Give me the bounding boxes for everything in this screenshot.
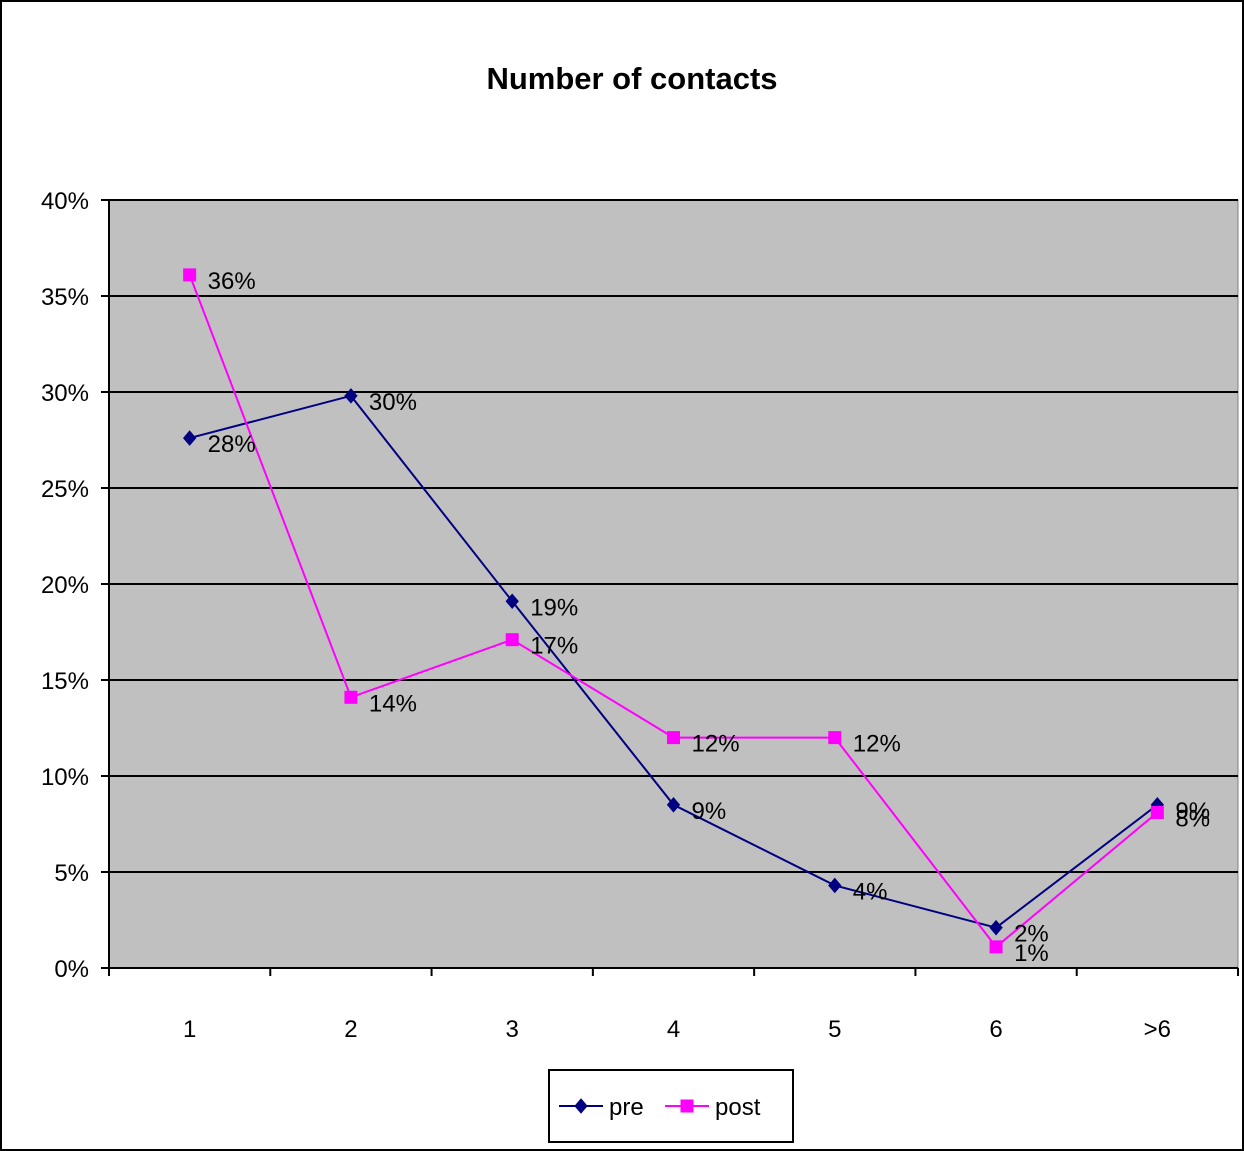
legend-label-pre: pre — [609, 1094, 644, 1121]
marker-pre-5 — [989, 919, 1003, 936]
data-label-post-3: 12% — [692, 731, 740, 758]
marker-post-0 — [183, 268, 197, 282]
data-label-post-5: 1% — [1014, 940, 1049, 967]
data-label-post-0: 36% — [208, 268, 256, 295]
plot-area: 0% 5% 10% 15% 20% 25% 30% 35% 40% 1 2 3 4 5 6 >6 28% 30% 1… — [41, 188, 1239, 1043]
marker-pre-1 — [344, 388, 358, 404]
legend-marker-pre — [574, 1098, 588, 1114]
marker-post-5 — [989, 940, 1003, 954]
y-tick-label-8: 40% — [41, 188, 89, 215]
marker-pre-2 — [505, 593, 519, 610]
chart-title: Number of contacts — [486, 61, 777, 96]
x-tick-label-5: 6 — [989, 1016, 1002, 1043]
data-label-post-6: 8% — [1175, 805, 1210, 832]
data-label-pre-1: 30% — [369, 389, 417, 416]
marker-pre-0 — [182, 430, 197, 446]
data-label-pre-0: 28% — [208, 431, 256, 458]
data-label-pre-3: 9% — [692, 798, 727, 825]
data-label-pre-6: 9% — [1175, 798, 1210, 825]
marker-post-6 — [1150, 805, 1164, 819]
y-tick-label-7: 35% — [41, 284, 89, 311]
y-tick-label-2: 10% — [41, 764, 89, 791]
data-label-pre-5: 2% — [1014, 921, 1049, 948]
y-tick-label-4: 20% — [41, 572, 89, 599]
data-label-post-4: 12% — [853, 731, 901, 758]
marker-post-1 — [344, 690, 358, 704]
marker-post-2 — [505, 633, 519, 647]
x-tick-label-3: 4 — [667, 1016, 680, 1043]
x-tick-label-6: >6 — [1144, 1016, 1171, 1043]
x-tick-label-2: 3 — [506, 1016, 519, 1043]
x-tick-label-1: 2 — [344, 1016, 357, 1043]
legend-marker-post — [680, 1099, 694, 1113]
x-tick-label-4: 5 — [828, 1016, 841, 1043]
legend: pre post — [548, 1069, 794, 1143]
marker-post-4 — [828, 731, 842, 745]
y-tick-label-0: 0% — [54, 956, 89, 983]
y-tick-label-3: 15% — [41, 668, 89, 695]
marker-pre-4 — [828, 877, 842, 894]
data-label-post-2: 17% — [530, 633, 578, 660]
x-tick-label-0: 1 — [183, 1016, 196, 1043]
data-label-pre-4: 4% — [853, 878, 888, 905]
data-label-post-1: 14% — [369, 690, 417, 717]
y-tick-label-1: 5% — [54, 860, 89, 887]
data-label-pre-2: 19% — [530, 594, 578, 621]
marker-pre-3 — [666, 797, 681, 813]
y-tick-label-6: 30% — [41, 380, 89, 407]
legend-label-post: post — [715, 1094, 761, 1121]
marker-post-3 — [667, 731, 680, 745]
y-tick-label-5: 25% — [41, 476, 89, 503]
